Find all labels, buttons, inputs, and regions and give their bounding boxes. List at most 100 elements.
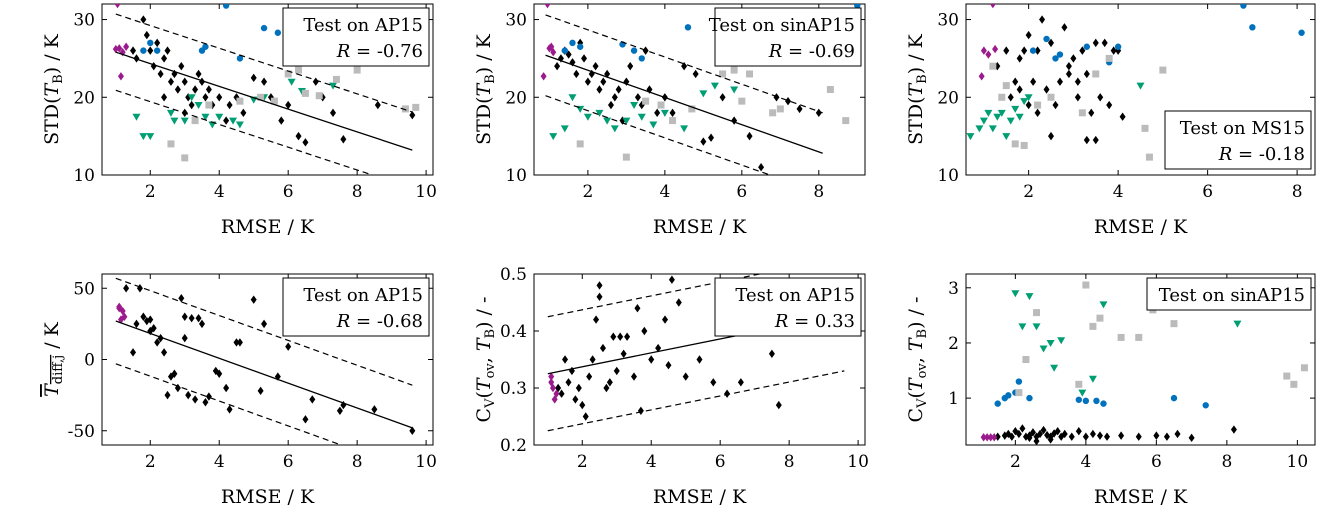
data-point [330,108,337,118]
data-point [261,77,268,86]
data-point [340,135,347,144]
data-point [622,153,630,161]
data-point [826,86,834,93]
data-point [815,108,822,118]
data-point [147,315,154,324]
legend-box [282,7,430,67]
series-diamond-1 [555,275,848,421]
plot-area-frame [533,273,866,446]
series-diamond-2 [548,372,560,404]
data-point [1021,46,1028,55]
x-tick-label: 2 [1023,182,1034,202]
series-triangle-down-3 [132,78,338,141]
data-point [994,432,1001,441]
legend-title: Test on sinAP15 [1159,285,1305,306]
data-point [302,138,309,147]
data-point [1101,38,1108,48]
data-point [540,72,547,81]
data-point [576,43,584,50]
data-point [1034,46,1041,55]
plot-contents [540,4,861,175]
data-point [596,292,603,301]
data-point [641,326,648,336]
data-point [1061,23,1068,32]
y-tick-label: 50 [73,279,95,299]
data-point [719,70,727,78]
x-tick-label: 10 [415,182,437,202]
y-tick-label: 0 [84,351,95,371]
data-point [1106,100,1113,110]
data-point [1074,93,1081,102]
data-point [699,90,708,98]
data-point [1118,431,1125,440]
data-point [1047,435,1054,444]
data-point [1029,47,1037,54]
data-point [1019,424,1026,433]
data-point [596,281,603,290]
data-point [549,133,558,141]
data-point [222,4,230,9]
data-point [975,125,984,133]
series-diamond-2 [116,302,128,324]
data-point [205,392,212,401]
data-point [595,109,604,117]
data-point [649,121,658,129]
plot-area-frame [965,273,1316,446]
data-point [1170,320,1178,328]
x-tick-label: 8 [1292,182,1303,202]
y-axis-label: Tdiff,j / K [41,321,66,397]
data-point [600,77,607,86]
data-point [1092,70,1100,78]
x-tick-label: 4 [1080,452,1091,472]
legend-box [282,277,430,337]
data-point [223,116,230,125]
y-axis-label: CV(Tov, TB) / - [905,297,930,423]
data-point [1003,46,1010,55]
data-point [150,323,157,333]
data-point [114,4,121,9]
data-point [593,315,600,324]
series-diamond-1 [554,38,822,172]
data-point [1016,54,1023,63]
data-point [665,361,672,370]
data-point [1093,397,1100,405]
data-point [1202,402,1209,409]
x-tick-label: 8 [352,182,363,202]
x-tick-label: 8 [813,182,824,202]
x-axis-label: RMSE / K [653,216,747,238]
data-point [577,38,584,48]
legend-title: Test on MS15 [1180,118,1305,139]
regression-line [115,320,413,429]
data-point [719,93,726,102]
x-tick-label: 8 [784,452,795,472]
data-point [1050,364,1059,372]
chart-panel-2: 2 4 6 8 10 20 30 RMSE / K STD(TB) / K Test on sin… [473,3,866,238]
data-point [1078,109,1086,117]
x-tick-label: 4 [1113,182,1124,202]
data-point [1020,141,1028,149]
data-point [773,93,780,102]
data-point [1075,396,1083,403]
data-point [569,39,576,47]
data-point [613,366,620,376]
data-point [1015,429,1022,439]
data-point [1039,345,1048,353]
data-point [554,61,561,71]
plot-contents [980,281,1308,445]
data-point [610,125,619,133]
data-point [985,50,992,59]
data-point [161,93,168,102]
data-point [140,312,147,321]
data-point [583,113,592,121]
x-tick-label: 4 [646,452,657,472]
data-point [270,97,278,105]
data-point [842,117,850,125]
data-point [223,383,230,393]
legend-correlation: R = -0.69 [768,41,855,62]
plot-contents [112,4,420,175]
data-point [544,4,551,9]
series-square-4 [1015,281,1308,397]
data-point [1096,431,1103,440]
data-point [140,47,147,54]
data-point [188,313,195,323]
